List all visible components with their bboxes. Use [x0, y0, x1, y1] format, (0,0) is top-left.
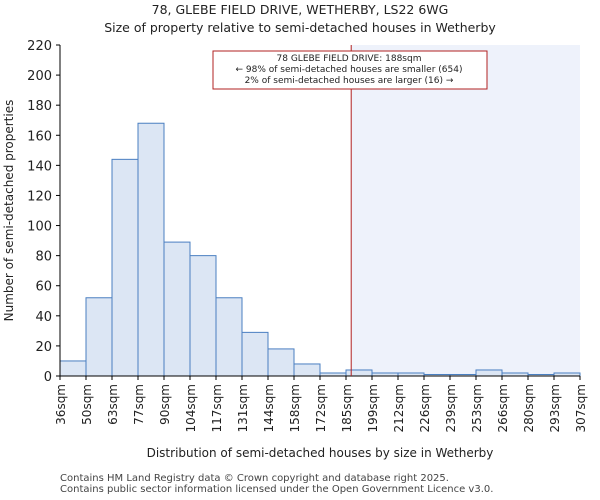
- x-tick-label-212sqm: 212sqm: [392, 384, 406, 432]
- x-tick-label-63sqm: 63sqm: [106, 384, 120, 425]
- x-tick-label-36sqm: 36sqm: [54, 384, 68, 425]
- x-tick-label-293sqm: 293sqm: [548, 384, 562, 432]
- bar-50sqm: [85, 297, 113, 377]
- y-tick-label-180: 180: [27, 99, 52, 114]
- y-tick-label-140: 140: [27, 159, 52, 174]
- y-tick-label-100: 100: [27, 220, 52, 235]
- y-tick-label-40: 40: [35, 310, 52, 325]
- larger-region-shade: [351, 45, 580, 376]
- x-tick-label-266sqm: 266sqm: [496, 384, 510, 432]
- bar-158sqm: [293, 363, 321, 377]
- x-tick-label-158sqm: 158sqm: [288, 384, 302, 432]
- bar-90sqm: [163, 241, 191, 377]
- x-tick-label-280sqm: 280sqm: [522, 384, 536, 432]
- y-axis-label: Number of semi-detached properties: [2, 100, 16, 322]
- bar-36sqm: [59, 360, 87, 377]
- y-tick-label-0: 0: [44, 370, 52, 385]
- annotation-line-3: 2% of semi-detached houses are larger (1…: [245, 76, 454, 86]
- bar-104sqm: [189, 255, 217, 377]
- annotation-line-2: ← 98% of semi-detached houses are smalle…: [236, 65, 463, 75]
- bar-253sqm: [475, 369, 503, 377]
- bar-131sqm: [241, 331, 269, 377]
- x-tick-label-172sqm: 172sqm: [314, 384, 328, 432]
- x-tick-label-117sqm: 117sqm: [210, 384, 224, 432]
- x-tick-label-253sqm: 253sqm: [470, 384, 484, 432]
- x-tick-label-307sqm: 307sqm: [574, 384, 588, 432]
- x-tick-label-90sqm: 90sqm: [158, 384, 172, 425]
- annotation-box: [212, 50, 488, 90]
- bar-185sqm: [345, 369, 373, 377]
- y-tick-label-80: 80: [35, 250, 52, 265]
- y-tick-label-200: 200: [27, 69, 52, 84]
- chart-subtitle: Size of property relative to semi-detach…: [104, 20, 496, 35]
- x-tick-label-104sqm: 104sqm: [184, 384, 198, 432]
- x-tick-label-239sqm: 239sqm: [444, 384, 458, 432]
- x-tick-label-77sqm: 77sqm: [132, 384, 146, 425]
- y-tick-label-120: 120: [27, 189, 52, 204]
- x-tick-label-50sqm: 50sqm: [80, 384, 94, 425]
- bar-117sqm: [215, 297, 243, 377]
- bar-77sqm: [137, 122, 165, 377]
- y-tick-label-60: 60: [35, 280, 52, 295]
- bar-144sqm: [267, 348, 295, 377]
- y-tick-label-220: 220: [27, 39, 52, 54]
- bar-63sqm: [111, 158, 139, 377]
- x-tick-label-131sqm: 131sqm: [236, 384, 250, 432]
- x-tick-label-144sqm: 144sqm: [262, 384, 276, 432]
- annotation-line-1: 78 GLEBE FIELD DRIVE: 188sqm: [277, 54, 422, 64]
- x-tick-label-185sqm: 185sqm: [340, 384, 354, 432]
- y-tick-label-20: 20: [35, 340, 52, 355]
- y-tick-label-160: 160: [27, 129, 52, 144]
- chart-title: 78, GLEBE FIELD DRIVE, WETHERBY, LS22 6W…: [151, 2, 449, 17]
- x-axis-label: Distribution of semi-detached houses by …: [147, 446, 494, 460]
- footer-licence: Contains public sector information licen…: [60, 484, 494, 495]
- x-tick-label-199sqm: 199sqm: [366, 384, 380, 432]
- x-tick-label-226sqm: 226sqm: [418, 384, 432, 432]
- footer-copyright: Contains HM Land Registry data © Crown c…: [60, 473, 449, 484]
